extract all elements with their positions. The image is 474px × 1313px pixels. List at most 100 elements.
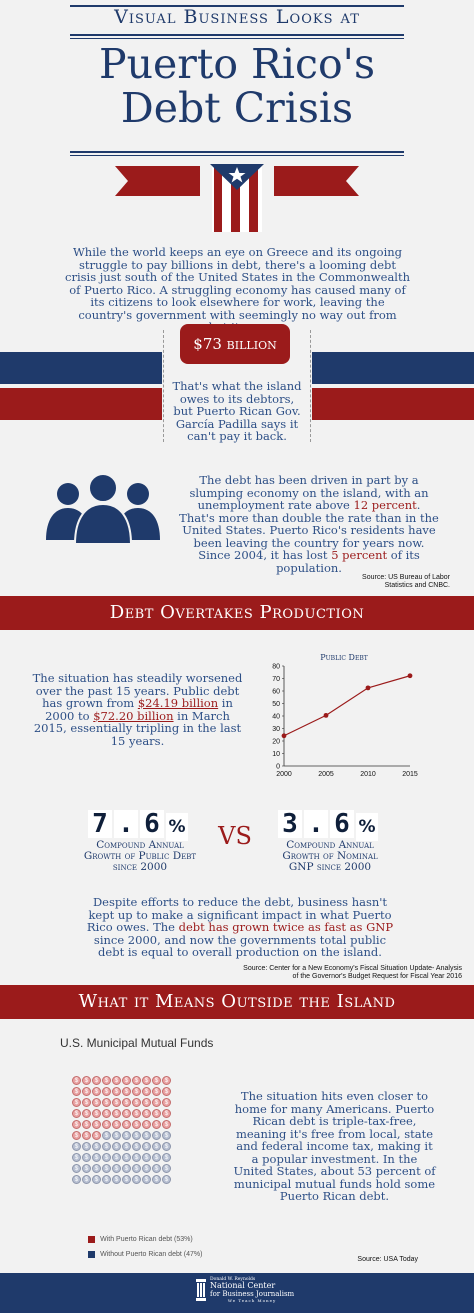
legend-swatch-navy <box>88 1251 95 1258</box>
left-digit-3: 6 <box>140 810 164 838</box>
coin-with-debt-icon: $ <box>82 1087 91 1096</box>
coin-with-debt-icon: $ <box>102 1098 111 1107</box>
coin-without-debt-icon: $ <box>112 1142 121 1151</box>
left-ribbon <box>115 166 200 196</box>
coin-without-debt-icon: $ <box>82 1164 91 1173</box>
coin-with-debt-icon: $ <box>82 1098 91 1107</box>
coin-without-debt-icon: $ <box>122 1153 131 1162</box>
legend-without-label: Without Puerto Rican debt (47%) <box>100 1251 203 1258</box>
coin-without-debt-icon: $ <box>72 1153 81 1162</box>
coin-without-debt-icon: $ <box>132 1142 141 1151</box>
coin-with-debt-icon: $ <box>162 1087 171 1096</box>
legend-with: With Puerto Rican debt (53%) <box>88 1229 202 1243</box>
legend-with-label: With Puerto Rican debt (53%) <box>100 1236 193 1243</box>
coin-without-debt-icon: $ <box>102 1131 111 1140</box>
chart-x-tick-label: 2005 <box>318 771 334 778</box>
coin-with-debt-icon: $ <box>142 1076 151 1085</box>
logo-tagline: We Teach Money <box>227 1298 277 1303</box>
coin-without-debt-icon: $ <box>122 1131 131 1140</box>
title-line-2: Debt Crisis <box>120 84 354 132</box>
section-banner-outside: What it Means Outside the Island <box>0 985 474 1019</box>
public-debt-chart: Public Debt 0 10 20 30 40 50 60 70 80 2000 2005 201… <box>272 653 418 778</box>
coin-with-debt-icon: $ <box>102 1120 111 1129</box>
coin-row: $ $ $ $ $ $ $ $ $ $ <box>72 1098 232 1109</box>
population-paragraph: The debt has been driven in part by a sl… <box>178 474 440 574</box>
chart-x-tick-label: 2000 <box>276 771 292 778</box>
coin-without-debt-icon: $ <box>92 1153 101 1162</box>
chart-y-tick-label: 40 <box>272 714 280 721</box>
left-digit-1: 7 <box>88 810 112 838</box>
mutual-funds-paragraph: The situation hits even closer to home f… <box>233 1089 436 1203</box>
coin-with-debt-icon: $ <box>122 1098 131 1107</box>
coin-with-debt-icon: $ <box>82 1109 91 1118</box>
chart-y-tick-label: 50 <box>272 701 280 708</box>
coin-without-debt-icon: $ <box>162 1164 171 1173</box>
coin-without-debt-icon: $ <box>152 1175 161 1184</box>
chart-x-tick-label: 2010 <box>360 771 376 778</box>
coin-with-debt-icon: $ <box>162 1098 171 1107</box>
chart-point <box>323 712 329 718</box>
coin-with-debt-icon: $ <box>162 1120 171 1129</box>
coin-with-debt-icon: $ <box>142 1098 151 1107</box>
coin-without-debt-icon: $ <box>142 1131 151 1140</box>
coin-row: $ $ $ $ $ $ $ $ $ $ <box>72 1087 232 1098</box>
coin-without-debt-icon: $ <box>132 1164 141 1173</box>
legend: With Puerto Rican debt (53%) Without Pue… <box>88 1229 203 1258</box>
header-rule-top <box>70 5 404 7</box>
coin-with-debt-icon: $ <box>92 1098 101 1107</box>
coin-without-debt-icon: $ <box>152 1142 161 1151</box>
debt-growth-paragraph: The situation has steadily worsened over… <box>30 672 245 747</box>
right-digit-1: 3 <box>278 810 302 838</box>
coin-with-debt-icon: $ <box>82 1120 91 1129</box>
page-title: Puerto Rico's Debt Crisis <box>0 42 474 130</box>
coin-with-debt-icon: $ <box>122 1109 131 1118</box>
header-rule-bottom <box>70 151 404 153</box>
coin-without-debt-icon: $ <box>102 1153 111 1162</box>
source-cne: Source: Center for a New Economy's Fisca… <box>243 965 462 980</box>
source-usa-today: Source: USA Today <box>357 1256 418 1263</box>
funds-subtitle: U.S. Municipal Mutual Funds <box>60 1036 214 1050</box>
coin-with-debt-icon: $ <box>152 1120 161 1129</box>
coin-row: $ $ $ $ $ $ $ $ $ $ <box>72 1109 232 1120</box>
coin-without-debt-icon: $ <box>142 1164 151 1173</box>
source-bls: Source: US Bureau of Labor Statistics an… <box>362 574 450 589</box>
coin-without-debt-icon: $ <box>122 1175 131 1184</box>
logo-line-1: National Center <box>210 1281 276 1290</box>
coin-row: $ $ $ $ $ $ $ $ $ $ <box>72 1142 232 1153</box>
column-logo-icon <box>196 1279 206 1301</box>
people-icon <box>46 473 160 544</box>
vs-label: VS <box>218 822 252 850</box>
logo-small-line: Donald W. Reynolds <box>210 1277 256 1282</box>
coin-without-debt-icon: $ <box>132 1153 141 1162</box>
coin-with-debt-icon: $ <box>82 1131 91 1140</box>
chart-y-tick-label: 80 <box>272 664 280 671</box>
population-loss-highlight: 5 percent <box>331 548 388 562</box>
coin-with-debt-icon: $ <box>122 1087 131 1096</box>
right-ribbon <box>274 166 359 196</box>
chart-point <box>407 673 413 679</box>
coin-row: $ $ $ $ $ $ $ $ $ $ <box>72 1076 232 1087</box>
coin-with-debt-icon: $ <box>132 1098 141 1107</box>
coin-with-debt-icon: $ <box>102 1076 111 1085</box>
kicker: Visual Business Looks at <box>114 6 360 28</box>
coin-without-debt-icon: $ <box>152 1164 161 1173</box>
gnp-highlight: debt has grown twice as fast as GNP <box>178 920 394 934</box>
intro-paragraph: While the world keeps an eye on Greece a… <box>65 245 411 333</box>
coin-with-debt-icon: $ <box>112 1087 121 1096</box>
coin-without-debt-icon: $ <box>82 1142 91 1151</box>
coin-without-debt-icon: $ <box>102 1175 111 1184</box>
coin-without-debt-icon: $ <box>102 1142 111 1151</box>
coin-grid: $ $ $ $ $ $ $ $ $ $ $ $ $ $ $ $ $ $ $ $ $ $ $ $ $ $ $ $ $ $ $ $ $ $ $ $ $ $ $ $… <box>72 1076 232 1186</box>
coin-row: $ $ $ $ $ $ $ $ $ $ <box>72 1164 232 1175</box>
chart-y-tick-label: 70 <box>272 676 280 683</box>
unemployment-highlight: 12 percent <box>353 498 417 512</box>
population-text-a: The debt has been driven in part by a sl… <box>189 473 429 512</box>
debt-2000-highlight: $24.19 billion <box>137 696 219 710</box>
coin-without-debt-icon: $ <box>162 1153 171 1162</box>
coin-with-debt-icon: $ <box>132 1076 141 1085</box>
coin-without-debt-icon: $ <box>72 1175 81 1184</box>
coin-with-debt-icon: $ <box>152 1076 161 1085</box>
chart-title: Public Debt <box>320 653 368 662</box>
coin-without-debt-icon: $ <box>152 1131 161 1140</box>
chart-y-tick-label: 0 <box>276 764 280 771</box>
